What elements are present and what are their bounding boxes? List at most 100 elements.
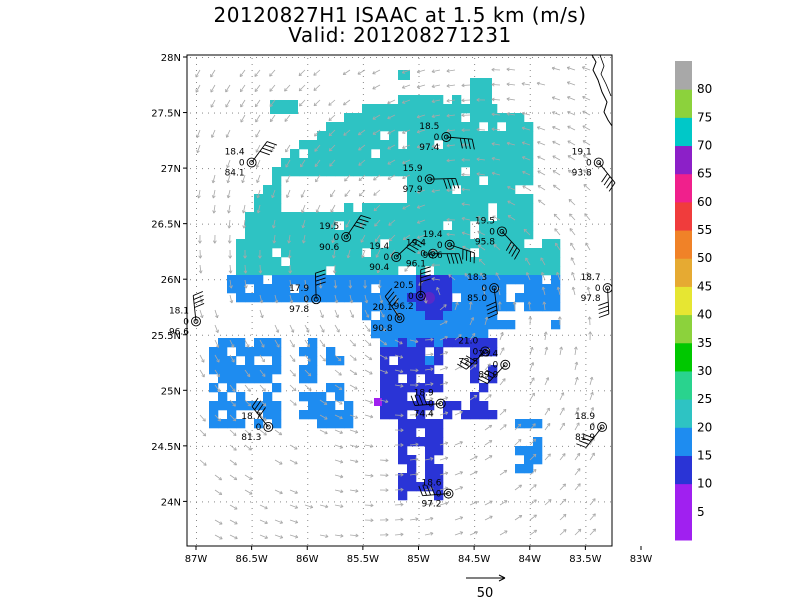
obs-speed-label: 18.9 xyxy=(575,412,595,422)
obs-zero-label: 0 xyxy=(493,361,499,371)
lat-tick-label: 28N xyxy=(161,53,181,64)
obs-pressure-label: 81.3 xyxy=(241,433,261,443)
colorbar-segment xyxy=(675,455,692,485)
colorbar-label: 45 xyxy=(697,279,712,293)
obs-pressure-label: 72.5 xyxy=(458,357,478,367)
obs-speed-label: 19.5 xyxy=(475,216,495,226)
obs-zero-label: 0 xyxy=(256,423,262,433)
obs-pressure-label: 93.8 xyxy=(572,169,592,179)
obs-speed-label: 18.7 xyxy=(581,273,601,283)
colorbar-segment xyxy=(675,314,692,344)
colorbar-segment xyxy=(675,173,692,203)
obs-speed-label: 18.9 xyxy=(414,389,434,399)
obs-speed-label: 19.4 xyxy=(369,242,389,252)
lon-tick-label: 85W xyxy=(407,554,430,565)
obs-speed-label: 23.4 xyxy=(478,350,498,360)
colorbar-segment xyxy=(675,427,692,456)
obs-speed-label: 20.1 xyxy=(373,303,393,313)
latitude-axis: 28N 27.5N 27N 26.5N 26N 25.5N 25N 24.5N 24N xyxy=(151,53,187,508)
lat-tick-label: 26.5N xyxy=(151,220,181,231)
obs-speed-label: 18.6 xyxy=(421,479,441,489)
colorbar-label: 35 xyxy=(697,336,712,350)
obs-speed-label: 17.9 xyxy=(289,284,309,294)
colorbar-segment xyxy=(675,286,692,316)
colorbar-label: 25 xyxy=(697,392,712,406)
obs-pressure-label: 97.8 xyxy=(581,294,601,304)
lon-tick-label: 83.5W xyxy=(569,554,601,565)
obs-zero-label: 0 xyxy=(420,250,426,260)
obs-pressure-label: 90.6 xyxy=(319,243,339,253)
wind-speed-field xyxy=(209,70,561,501)
colorbar-label: 30 xyxy=(697,364,712,378)
plot-frame xyxy=(186,54,613,547)
plot-area: 18.5097.418.4084.119.1093.815.9097.919.5… xyxy=(169,54,616,547)
lat-tick-label: 25N xyxy=(161,386,181,397)
obs-speed-label: 21.0 xyxy=(458,336,478,346)
observation-station: 23.4089.0 xyxy=(477,350,511,384)
obs-zero-label: 0 xyxy=(437,241,443,251)
obs-zero-label: 0 xyxy=(434,133,440,143)
colorbar-segment xyxy=(675,89,692,118)
colorbar-segment xyxy=(675,61,692,90)
obs-pressure-label: 90.4 xyxy=(369,263,389,273)
obs-pressure-label: 85.0 xyxy=(467,294,487,304)
observation-station: 18.6097.2 xyxy=(418,479,454,510)
colorbar-segment xyxy=(675,342,692,372)
colorbar-label: 50 xyxy=(697,251,712,265)
obs-speed-label: 15.9 xyxy=(403,164,423,174)
colorbar-label: 55 xyxy=(697,223,712,237)
obs-pressure-label: 97.8 xyxy=(289,305,309,315)
coastline xyxy=(591,55,612,127)
obs-pressure-label: 96.2 xyxy=(394,302,414,312)
obs-zero-label: 0 xyxy=(473,347,479,357)
lat-tick-label: 27.5N xyxy=(151,109,181,120)
obs-zero-label: 0 xyxy=(387,314,393,324)
lon-tick-label: 86.5W xyxy=(236,554,268,565)
valid-time: Valid: 201208271231 xyxy=(288,23,512,47)
obs-speed-label: 19.4 xyxy=(406,239,426,249)
colorbar-label: 10 xyxy=(697,477,712,491)
obs-pressure-label: 97.9 xyxy=(403,185,423,195)
colorbar-label: 15 xyxy=(697,448,712,462)
lon-tick-label: 84.5W xyxy=(458,554,490,565)
observation-station: 18.9074.4 xyxy=(410,389,446,420)
colorbar-segment xyxy=(675,370,692,400)
obs-zero-label: 0 xyxy=(408,292,414,302)
obs-speed-label: 18.4 xyxy=(225,148,245,158)
lat-tick-label: 26N xyxy=(161,275,181,286)
colorbar-label: 5 xyxy=(697,505,705,519)
obs-zero-label: 0 xyxy=(384,253,390,263)
colorbar-segment xyxy=(675,258,692,287)
obs-zero-label: 0 xyxy=(589,423,595,433)
colorbar-segment xyxy=(675,511,692,541)
obs-speed-label: 18.1 xyxy=(169,306,189,316)
reference-vector-label: 50 xyxy=(477,586,494,600)
colorbar-label: 65 xyxy=(697,167,712,181)
obs-pressure-label: 90.8 xyxy=(373,324,393,334)
obs-zero-label: 0 xyxy=(489,227,495,237)
obs-speed-label: 19.5 xyxy=(319,222,339,232)
colorbar-segment xyxy=(675,145,692,175)
lat-tick-label: 24N xyxy=(161,497,181,508)
obs-zero-label: 0 xyxy=(239,159,245,169)
lon-tick-label: 85.5W xyxy=(347,554,379,565)
obs-pressure-label: 95.8 xyxy=(475,237,495,247)
lon-tick-label: 84W xyxy=(518,554,541,565)
colorbar-label: 60 xyxy=(697,195,712,209)
obs-zero-label: 0 xyxy=(417,175,423,185)
observations: 18.5097.418.4084.119.1093.815.9097.919.5… xyxy=(169,122,616,510)
wind-vectors xyxy=(195,66,596,540)
